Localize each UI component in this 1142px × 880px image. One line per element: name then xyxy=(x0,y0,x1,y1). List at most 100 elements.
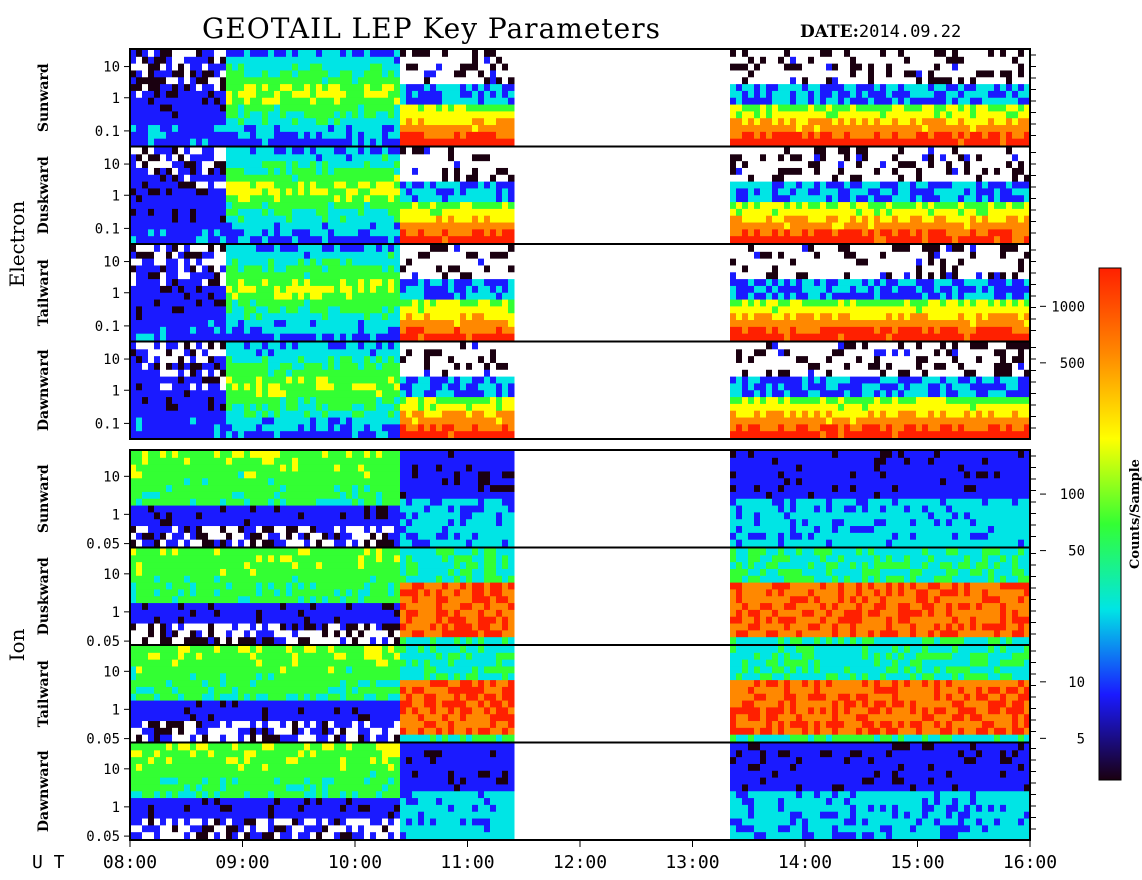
spectrogram-cell xyxy=(1000,77,1007,85)
spectrogram-cell xyxy=(382,63,389,71)
spectrogram-cell xyxy=(148,70,155,78)
spectrogram-cell xyxy=(418,70,425,78)
spectrogram-cell xyxy=(184,147,191,155)
spectrogram-cell xyxy=(172,202,179,210)
spectrogram-cell xyxy=(280,161,287,169)
spectrogram-cell xyxy=(130,104,137,112)
spectrogram-cell xyxy=(814,138,821,146)
spectrogram-cell xyxy=(766,272,773,280)
spectrogram-cell xyxy=(994,138,1001,146)
spectrogram-cell xyxy=(178,70,185,78)
spectrogram-cell xyxy=(178,245,185,253)
spectrogram-cell xyxy=(334,333,341,341)
spectrogram-cell xyxy=(862,320,869,328)
spectrogram-cell xyxy=(310,70,317,78)
spectrogram-cell xyxy=(748,174,755,183)
spectrogram-cell xyxy=(982,104,989,112)
spectrogram-cell xyxy=(334,90,341,99)
spectrogram-cell xyxy=(808,292,815,301)
spectrogram-cell xyxy=(166,167,173,176)
spectrogram-cell xyxy=(388,229,395,237)
spectrogram-cell xyxy=(280,125,287,133)
spectrogram-cell xyxy=(838,131,845,140)
spectrogram-cell xyxy=(754,188,761,196)
spectrogram-cell xyxy=(766,333,773,341)
spectrogram-cell xyxy=(172,245,179,253)
spectrogram-cell xyxy=(298,138,305,146)
spectrogram-cell xyxy=(178,188,185,196)
spectrogram-cell xyxy=(982,333,989,341)
spectrogram-cell xyxy=(130,410,137,419)
spectrogram-cell xyxy=(424,161,431,169)
spectrogram-cell xyxy=(214,306,221,314)
spectrogram-cell xyxy=(748,50,755,58)
spectrogram-cell xyxy=(130,349,137,357)
spectrogram-cell xyxy=(466,326,473,335)
spectrogram-cell xyxy=(202,154,209,162)
spectrogram-cell xyxy=(922,50,929,58)
spectrogram-cell xyxy=(808,258,815,266)
spectrogram-cell xyxy=(772,131,779,140)
spectrogram-cell xyxy=(382,84,389,92)
spectrogram-cell xyxy=(364,292,371,301)
spectrogram-cell xyxy=(856,147,863,155)
spectrogram-cell xyxy=(820,167,827,176)
spectrogram-cell xyxy=(190,272,197,280)
spectrogram-cell xyxy=(436,70,443,78)
spectrogram-cell xyxy=(178,342,185,350)
spectrogram-cell xyxy=(286,299,293,307)
spectrogram-cell xyxy=(370,77,377,85)
spectrogram-cell xyxy=(886,188,893,196)
spectrogram-cell xyxy=(772,125,779,133)
spectrogram-cell xyxy=(868,111,875,119)
spectrogram-cell xyxy=(1024,161,1031,169)
spectrogram-cell xyxy=(376,313,383,321)
spectrogram-cell xyxy=(184,403,191,412)
spectrogram-cell xyxy=(502,111,509,119)
spectrogram-cell xyxy=(148,279,155,287)
spectrogram-cell xyxy=(958,131,965,140)
spectrogram-cell xyxy=(1006,56,1013,65)
spectrogram-cell xyxy=(466,265,473,273)
spectrogram-cell xyxy=(388,215,395,224)
spectrogram-cell xyxy=(952,245,959,253)
spectrogram-cell xyxy=(850,229,857,237)
spectrogram-cell xyxy=(460,285,467,294)
spectrogram-cell xyxy=(790,50,797,58)
spectrogram-cell xyxy=(268,245,275,253)
spectrogram-cell xyxy=(502,70,509,78)
spectrogram-cell xyxy=(910,147,917,155)
spectrogram-cell xyxy=(838,174,845,183)
spectrogram-cell xyxy=(874,138,881,146)
spectrogram-cell xyxy=(796,90,803,99)
spectrogram-cell xyxy=(298,215,305,224)
spectrogram-cell xyxy=(250,215,257,224)
spectrogram-cell xyxy=(838,50,845,58)
spectrogram-cell xyxy=(154,333,161,341)
spectrogram-cell xyxy=(190,84,197,92)
spectrogram-cell xyxy=(478,154,485,162)
spectrogram-cell xyxy=(940,215,947,224)
spectrogram-cell xyxy=(274,333,281,341)
spectrogram-cell xyxy=(304,333,311,341)
spectrogram-cell xyxy=(730,299,737,307)
spectrogram-cell xyxy=(802,215,809,224)
spectrogram-cell xyxy=(382,215,389,224)
spectrogram-cell xyxy=(850,313,857,321)
spectrogram-cell xyxy=(1006,147,1013,155)
spectrogram-cell xyxy=(382,154,389,162)
spectrogram-cell xyxy=(946,90,953,99)
spectrogram-cell xyxy=(376,125,383,133)
spectrogram-cell xyxy=(298,306,305,314)
spectrogram-cell xyxy=(808,70,815,78)
spectrogram-cell xyxy=(1018,251,1025,260)
spectrogram-cell xyxy=(988,138,995,146)
spectrogram-cell xyxy=(892,84,899,92)
spectrogram-cell xyxy=(844,181,851,189)
spectrogram-cell xyxy=(340,188,347,196)
spectrogram-cell xyxy=(1018,272,1025,280)
spectrogram-cell xyxy=(244,333,251,341)
spectrogram-cell xyxy=(280,70,287,78)
spectrogram-cell xyxy=(976,279,983,287)
spectrogram-cell xyxy=(850,181,857,189)
